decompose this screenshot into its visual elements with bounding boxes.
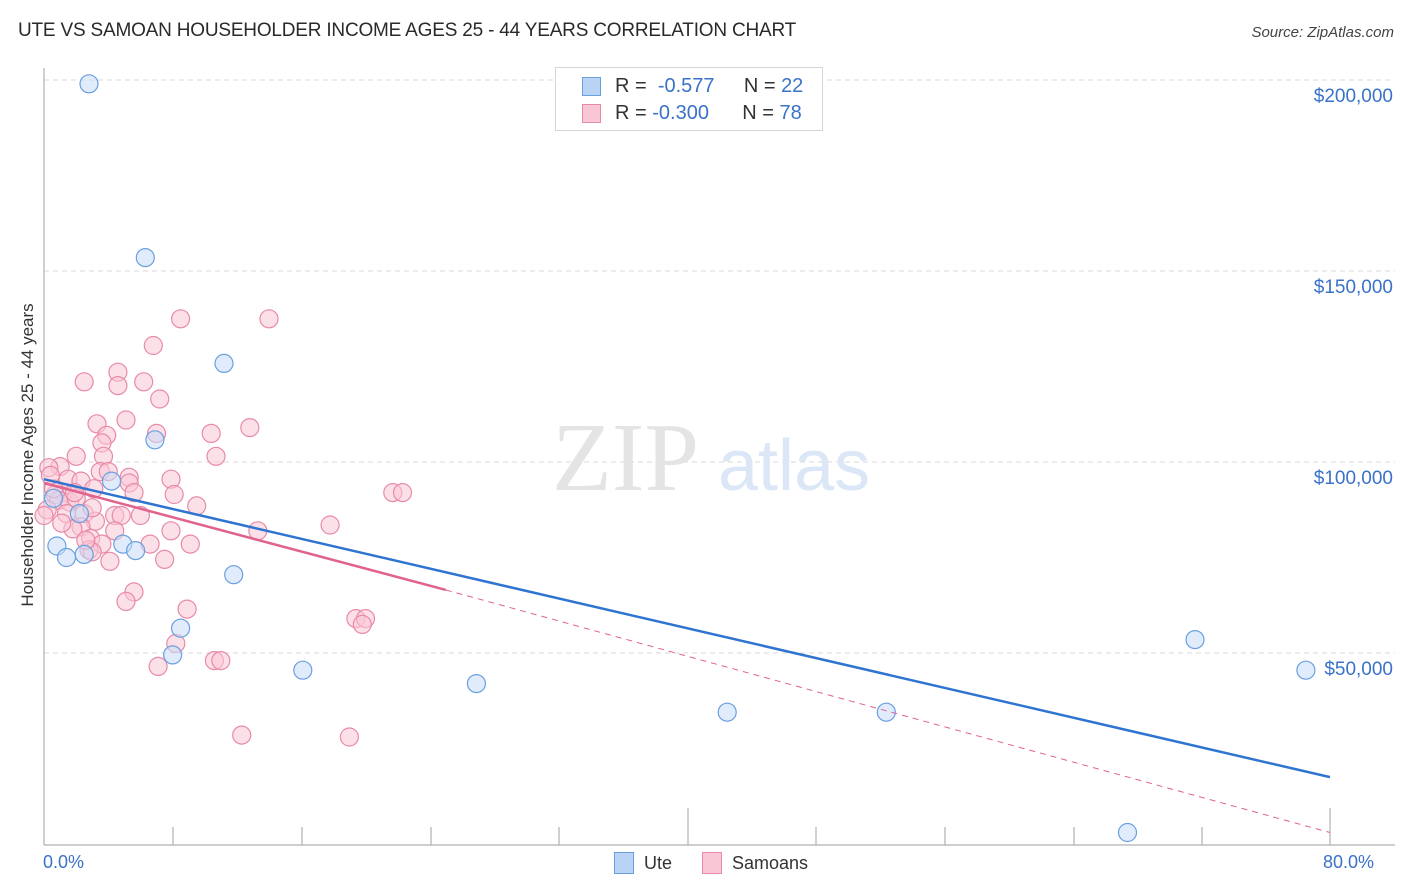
data-point [293,660,313,680]
data-point [74,544,94,565]
chart-title: UTE VS SAMOAN HOUSEHOLDER INCOME AGES 25… [18,20,797,41]
data-point [101,471,122,491]
data-point [1296,660,1316,680]
data-point [150,389,170,409]
series-legend: Ute Samoans [614,852,838,874]
y-tick-100000: $100,000 [1313,468,1393,489]
r-value-samoans: -0.300 [652,101,709,124]
data-point [214,353,234,373]
ute-points [43,74,1316,843]
data-point [1117,822,1138,843]
r-value-ute: -0.577 [657,74,715,97]
data-point [224,565,244,585]
data-point [69,503,90,524]
data-point [392,483,413,503]
y-axis-label: Householder Income Ages 25 - 44 years [18,303,37,607]
samoans-trendline-extension [445,589,1331,834]
svg-text:atlas: atlas [718,426,870,506]
data-point [34,505,54,526]
data-point [100,551,120,571]
legend-row-ute: R = -0.577 N = 22 [582,74,803,98]
trendlines [43,477,1331,834]
data-point [66,446,86,466]
data-point [232,725,252,745]
data-point [56,547,77,568]
data-point [43,488,64,508]
samoans-legend-label: Samoans [732,852,809,873]
data-point [206,446,226,466]
legend-row-samoans: R = -0.300 N = 78 [582,101,802,125]
r-label: R = [615,101,647,124]
axes [43,68,1395,846]
ute-legend-label: Ute [644,852,673,873]
ute-legend-swatch-icon [614,852,634,874]
data-point [180,534,200,554]
data-point [466,673,486,694]
x-tick-0: 0.0% [43,852,85,872]
data-point [116,591,136,612]
data-point [171,618,191,638]
n-value-samoans: 78 [779,101,802,124]
samoans-trendline [43,481,447,592]
ute-trendline [43,477,1331,779]
data-point [164,484,184,505]
data-point [876,702,896,722]
watermark: ZIP atlas [552,404,870,512]
data-point [352,614,372,635]
svg-text:ZIP: ZIP [552,404,699,512]
data-point [1185,629,1205,650]
y-tick-200000: $200,000 [1313,86,1393,107]
samoans-legend-swatch-icon [702,852,723,874]
data-point [126,540,146,561]
data-point [163,645,183,665]
data-point [717,702,737,722]
data-point [339,727,359,747]
data-point [145,430,165,450]
data-point [201,423,221,443]
data-point [74,372,94,392]
n-label: N = [743,74,776,97]
samoans-points [34,309,413,747]
correlation-legend: R = -0.577 N = 22 R = -0.300 N = 78 [555,67,823,131]
data-point [211,650,231,671]
y-tick-50000: $50,000 [1324,659,1393,680]
data-point [79,74,99,94]
x-tick-80: 80.0% [1323,852,1375,872]
data-point [108,376,128,396]
n-value-ute: 22 [781,74,804,97]
data-point [155,549,175,570]
data-point [116,410,136,430]
y-tick-150000: $150,000 [1313,277,1393,298]
data-point [240,418,260,438]
data-point [52,513,72,533]
data-point [320,515,340,535]
ute-swatch-icon [582,76,601,96]
data-point [259,309,279,329]
data-point [171,309,191,329]
data-point [143,335,163,356]
n-label: N = [742,101,774,124]
gridlines [44,79,1395,654]
samoans-swatch-icon [582,103,601,123]
data-point [161,521,181,541]
data-point [177,599,197,619]
r-label: R = [615,74,647,97]
data-point [134,372,154,392]
data-point [135,248,155,268]
data-point [124,483,144,503]
data-point [148,656,168,677]
source-label: Source: ZipAtlas.com [1251,24,1394,41]
